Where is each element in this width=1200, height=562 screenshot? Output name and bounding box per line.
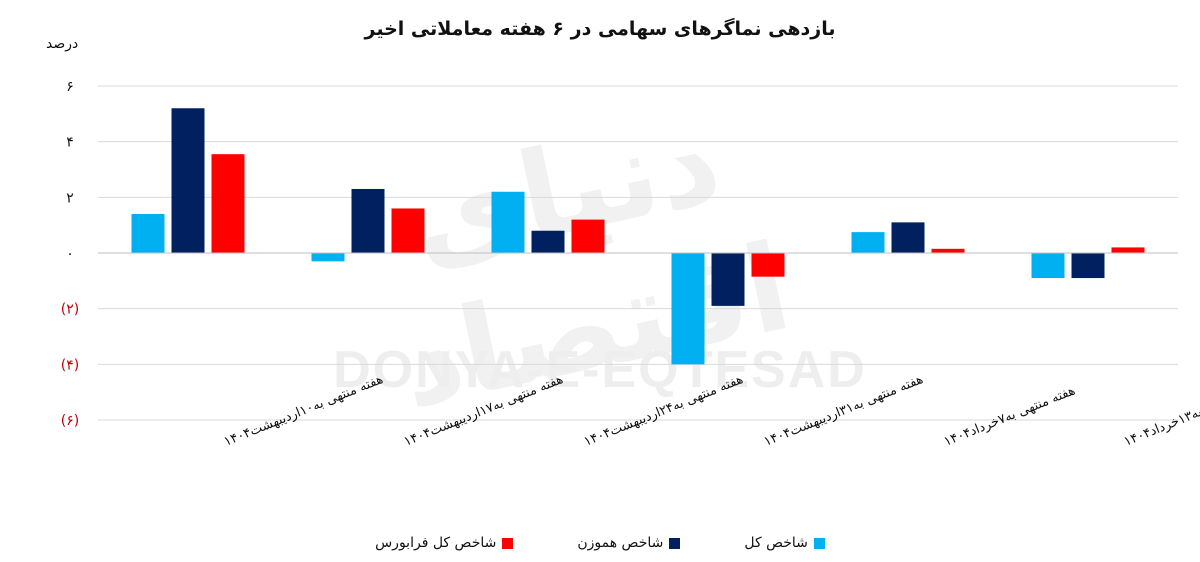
y-tick-label: ۲	[66, 190, 74, 206]
x-category-label: هفته منتهی به۷خرداد۱۴۰۴	[942, 383, 1078, 449]
legend-label-shakhes-kol: شاخص کل	[744, 535, 808, 551]
legend-item-farabourse: شاخص کل فرابورس	[375, 535, 514, 551]
chart-title: بازدهی نماگرهای سهامی در ۶ هفته معاملاتی…	[364, 18, 836, 40]
bar	[751, 253, 785, 277]
legend-label-hamvazn: شاخص هموزن	[577, 535, 664, 551]
y-tick-label: ۰	[66, 246, 74, 262]
y-tick-label: ۶	[66, 79, 74, 95]
watermark-english: DONYA-E-EQTESAD	[333, 341, 867, 399]
bar	[391, 208, 425, 253]
bar	[571, 219, 605, 253]
legend-swatch-shakhes-kol	[813, 537, 825, 549]
bar	[671, 253, 705, 365]
bar	[211, 154, 245, 253]
y-tick-label: (۲)	[61, 302, 79, 318]
y-tick-label: (۶)	[61, 413, 79, 429]
bar	[311, 253, 345, 262]
bar	[1071, 253, 1105, 279]
legend-label-farabourse: شاخص کل فرابورس	[375, 535, 497, 551]
legend-swatch-hamvazn	[669, 537, 681, 549]
x-category-label: هفته منتهی به۱۳خرداد۱۴۰۴	[1122, 381, 1200, 450]
bar	[491, 191, 525, 253]
y-tick-label: ۴	[66, 135, 74, 151]
legend-item-shakhes-kol: شاخص کل	[744, 535, 825, 551]
x-category-label: هفته منتهی به۳۱اردیبهشت۱۴۰۴	[762, 372, 926, 450]
bar	[711, 253, 745, 306]
legend-swatch-farabourse	[502, 537, 514, 549]
bar	[1031, 253, 1065, 279]
legend-item-hamvazn: شاخص هموزن	[577, 535, 681, 551]
bar	[931, 248, 965, 253]
chart-legend: شاخص کل شاخص هموزن شاخص کل فرابورس	[0, 535, 1200, 551]
x-category-label: هفته منتهی به۱۰اردیبهشت۱۴۰۴	[222, 372, 386, 450]
x-category-label: هفته منتهی به۲۴اردیبهشت۱۴۰۴	[582, 372, 746, 450]
bar	[351, 188, 385, 253]
bar	[891, 222, 925, 253]
bar	[531, 230, 565, 253]
y-tick-label: (۴)	[61, 357, 79, 373]
bar	[851, 232, 885, 253]
bar	[1111, 247, 1145, 253]
x-category-label: هفته منتهی به۱۷اردیبهشت۱۴۰۴	[402, 372, 566, 450]
y-axis-unit-label: درصد	[46, 36, 79, 52]
bar	[171, 108, 205, 254]
bar	[131, 214, 165, 253]
